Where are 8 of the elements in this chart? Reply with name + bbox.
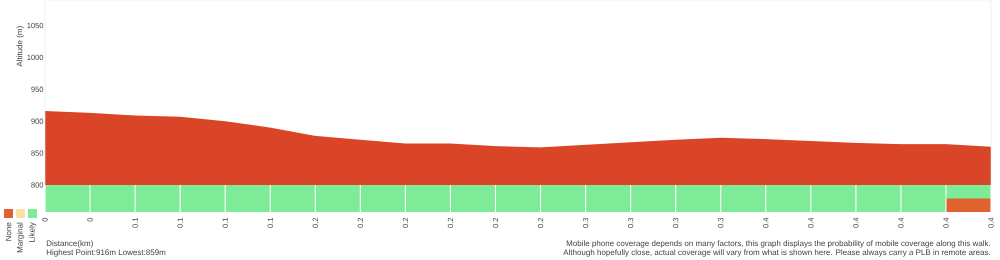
y-axis-title: Altitude (m)	[16, 26, 24, 67]
legend-label: Likely	[28, 222, 36, 242]
x-axis-title: Distance(km)	[46, 240, 93, 248]
legend-label: None	[6, 222, 12, 241]
text: Although hopefully close, actual coverage will vary from what is shown here. Please always carry a PLB in remote areas.	[563, 249, 990, 257]
legend-label: Marginal	[16, 222, 24, 252]
text: Highest Point:916m Lowest:859m	[46, 249, 166, 257]
text: Mobile phone coverage depends on many factors, this graph displays the probability of mobile coverage along this walk.	[566, 240, 990, 248]
